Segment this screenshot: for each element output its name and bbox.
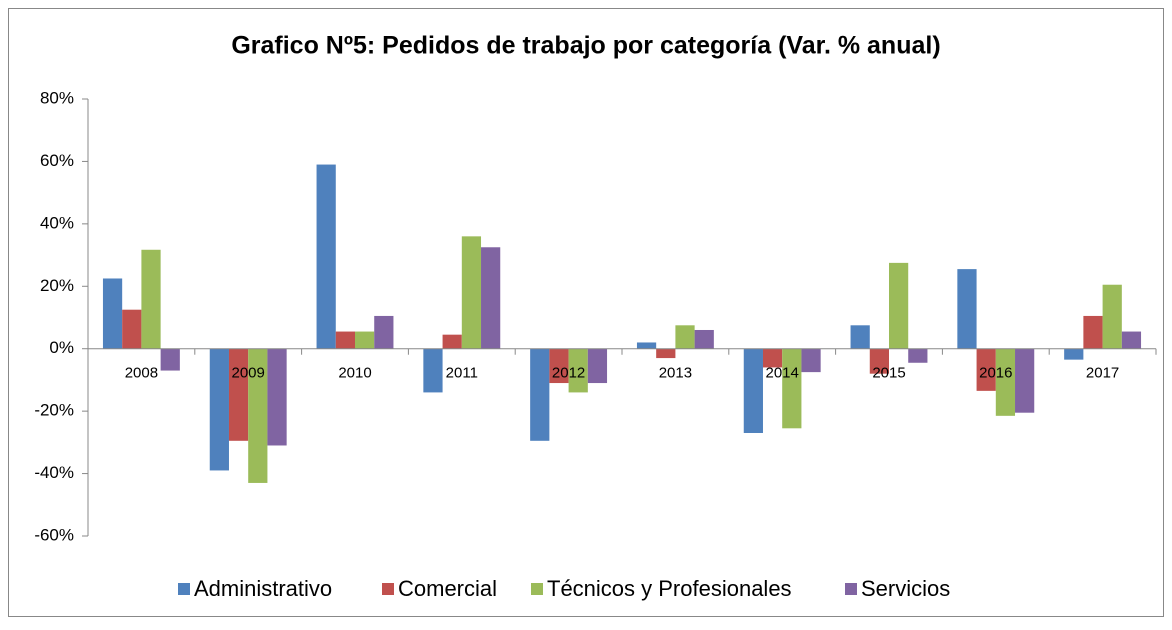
y-tick-label: -60% [34, 525, 74, 544]
bar [675, 325, 695, 349]
x-tick-label: 2015 [872, 365, 905, 382]
x-tick-label: 2016 [979, 365, 1012, 382]
bar [316, 164, 336, 349]
y-tick-label: 80% [40, 88, 74, 107]
x-tick-label: 2009 [232, 365, 265, 382]
bar [209, 348, 229, 471]
bar [1121, 331, 1142, 349]
bar [1083, 315, 1103, 349]
y-tick-label: 0% [49, 338, 74, 357]
bar [568, 348, 588, 393]
bar [549, 348, 569, 384]
legend-swatch [382, 583, 394, 595]
bar [587, 348, 608, 384]
x-tick-label: 2012 [552, 365, 585, 382]
x-tick-label: 2011 [446, 365, 478, 382]
bar [481, 247, 501, 349]
legend-swatch [531, 583, 543, 595]
bar [656, 348, 676, 359]
bar [160, 348, 180, 371]
bar [957, 269, 977, 349]
bar [995, 348, 1016, 416]
chart-border [8, 8, 1164, 617]
bar [122, 309, 142, 349]
bar [248, 348, 268, 483]
bar [1015, 348, 1035, 413]
y-tick-label: 60% [40, 151, 74, 170]
legend-label: Servicios [861, 576, 950, 601]
x-tick-label: 2010 [338, 365, 371, 382]
bar [636, 342, 657, 349]
bar [850, 325, 870, 349]
bar [530, 348, 550, 441]
legend-swatch [178, 583, 190, 595]
bar [461, 236, 482, 349]
bar [355, 331, 375, 349]
legend-label: Comercial [398, 576, 497, 601]
bar [374, 315, 394, 349]
bar [889, 262, 909, 349]
y-tick-label: -40% [34, 463, 74, 482]
chart-title: Grafico Nº5: Pedidos de trabajo por cate… [231, 32, 940, 60]
legend-swatch [845, 583, 857, 595]
bar [869, 348, 889, 374]
bar [762, 348, 783, 368]
legend-label: Administrativo [194, 576, 332, 601]
bar [141, 249, 161, 349]
bar [976, 348, 996, 391]
y-tick-label: 20% [40, 276, 74, 295]
x-tick-label: 2008 [125, 365, 158, 382]
bar [335, 331, 355, 349]
y-tick-label: -20% [34, 401, 74, 420]
x-tick-label: 2014 [766, 365, 799, 382]
bar [743, 348, 763, 433]
bar [228, 348, 249, 441]
bar [442, 334, 462, 349]
bar [267, 348, 287, 446]
bar [694, 329, 714, 349]
legend-label: Técnicos y Profesionales [547, 576, 792, 601]
x-tick-label: 2013 [659, 365, 692, 382]
bar [423, 348, 443, 393]
bar [908, 348, 928, 363]
bar [1064, 348, 1084, 360]
bar [1102, 284, 1122, 349]
x-tick-label: 2017 [1086, 365, 1119, 382]
bar [102, 278, 123, 349]
y-tick-label: 40% [40, 213, 74, 232]
bar [801, 348, 821, 373]
bar [782, 348, 802, 429]
